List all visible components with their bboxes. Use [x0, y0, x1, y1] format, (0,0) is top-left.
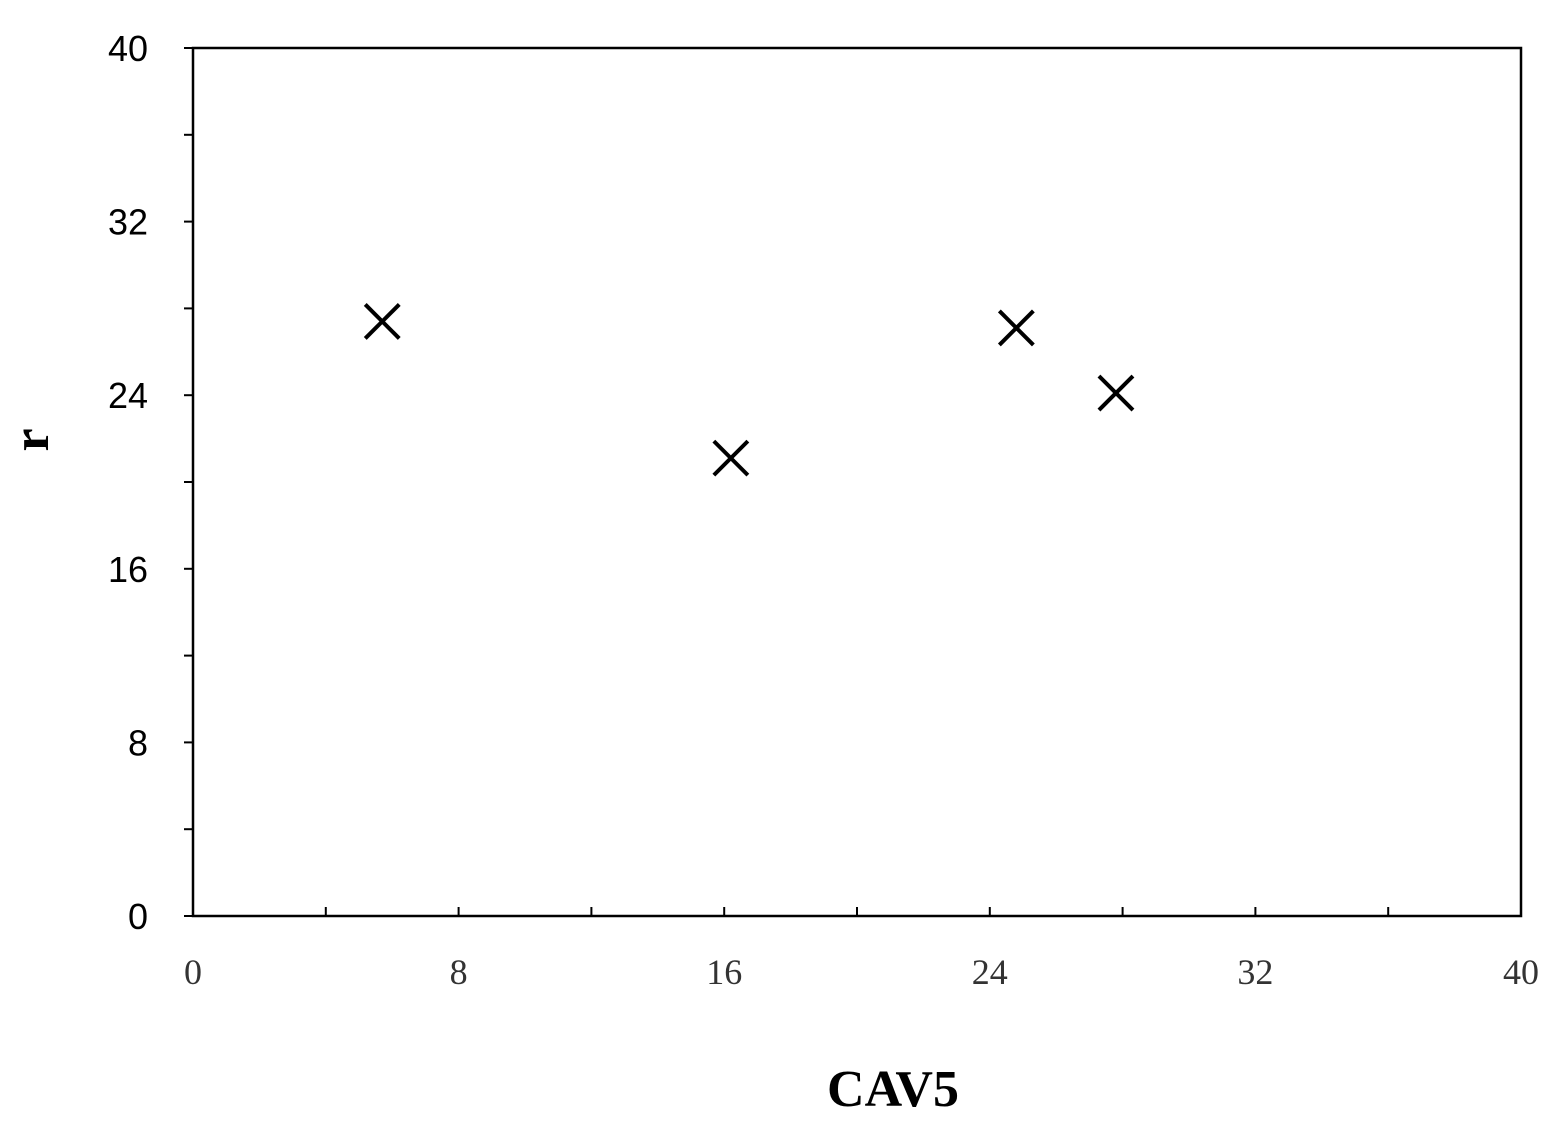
axis-ticks: [184, 47, 1522, 917]
x-tick-label: 16: [706, 952, 742, 992]
data-point: [1097, 374, 1135, 412]
y-tick-label: 24: [108, 375, 148, 416]
x-tick-label: 24: [972, 952, 1008, 992]
x-tick-label: 8: [450, 952, 468, 992]
plot-frame: [191, 46, 1523, 918]
data-point-stroke: [1097, 374, 1135, 412]
y-tick-label: 0: [128, 896, 148, 937]
x-tick-label: 40: [1503, 952, 1539, 992]
y-axis-title: r: [3, 428, 60, 451]
y-tick-label: 8: [128, 722, 148, 763]
y-tick-labels: 0 8 16 24 32 40: [108, 28, 148, 937]
plot-border: [191, 46, 1523, 918]
x-tick-label: 32: [1237, 952, 1273, 992]
data-point-stroke: [363, 303, 401, 340]
data-points: [363, 303, 1135, 477]
data-point-stroke: [997, 309, 1035, 347]
x-axis-title: CAV5: [827, 1061, 959, 1118]
data-point-stroke: [712, 439, 750, 477]
x-tick-label: 0: [184, 952, 202, 992]
x-tick-labels: 0 8 16 24 32 40: [184, 952, 1539, 992]
y-tick-label: 40: [108, 28, 148, 69]
data-point: [997, 309, 1035, 347]
data-point: [712, 439, 750, 477]
data-point: [363, 303, 401, 340]
y-tick-label: 16: [108, 549, 148, 590]
y-tick-label: 32: [108, 202, 148, 243]
